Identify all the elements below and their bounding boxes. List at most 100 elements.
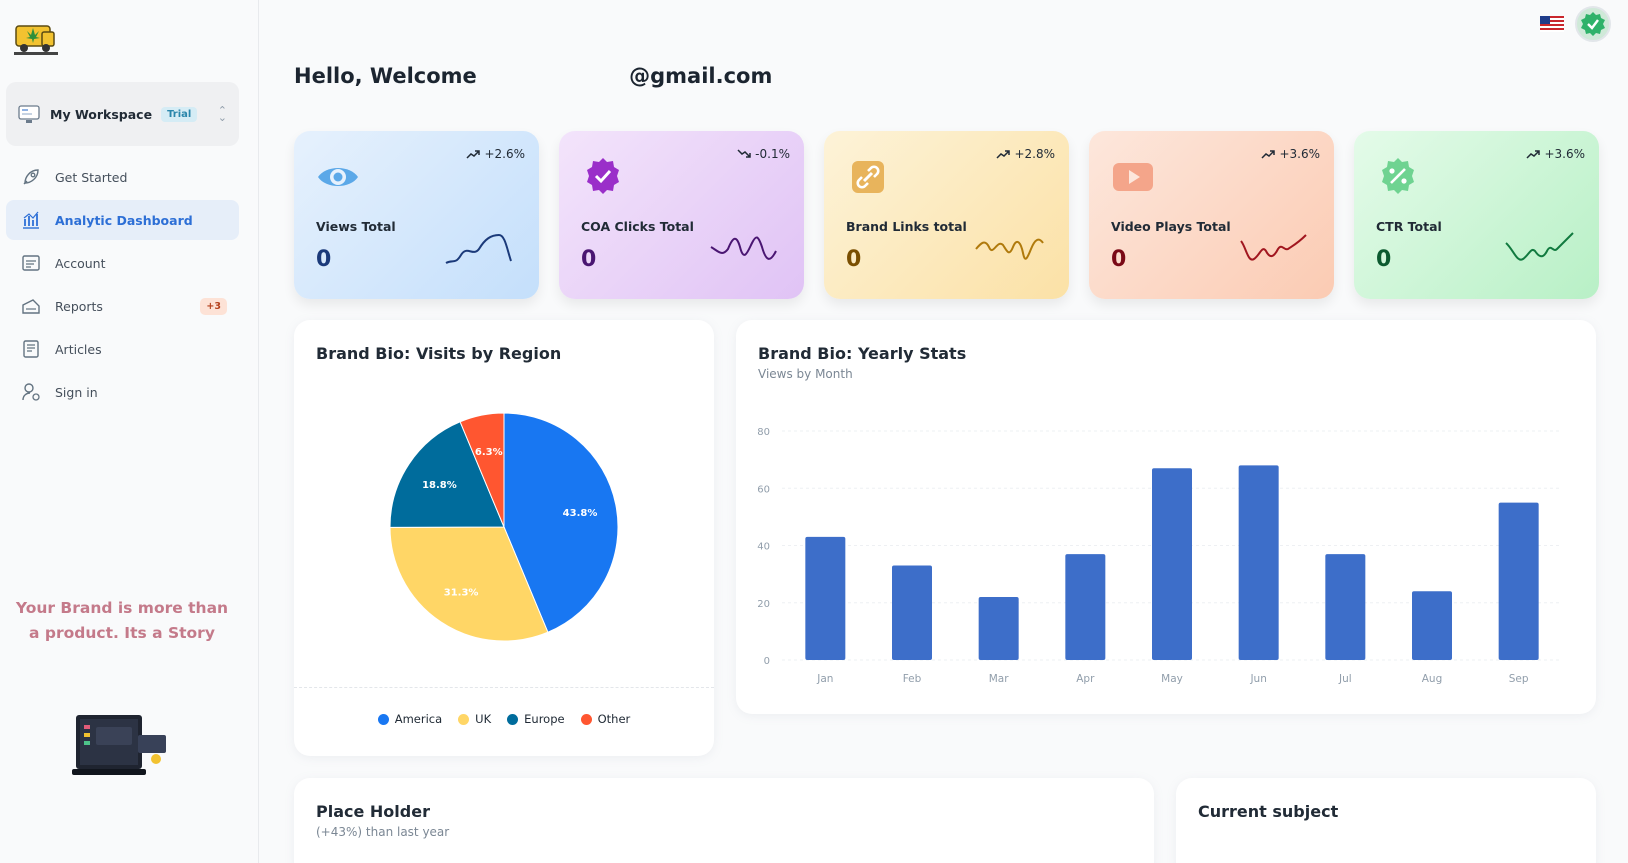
workspace-icon xyxy=(18,105,40,123)
card-value: 0 xyxy=(316,247,332,272)
bar-mar[interactable] xyxy=(978,597,1019,660)
stat-card-coa-clicks: -0.1% COA Clicks Total 0 xyxy=(559,131,804,299)
legend-item-uk[interactable]: UK xyxy=(458,712,491,726)
reports-icon xyxy=(20,295,42,317)
legend-item-america[interactable]: America xyxy=(377,712,443,726)
x-tick-label: Jun xyxy=(1249,673,1266,685)
card-value: 0 xyxy=(1376,247,1392,272)
sidebar-item-account[interactable]: Account xyxy=(6,243,239,283)
trend-indicator: +2.6% xyxy=(466,147,525,161)
sidebar-item-reports[interactable]: Reports +3 xyxy=(6,286,239,326)
sidebar-item-analytic-dashboard[interactable]: Analytic Dashboard xyxy=(6,200,239,240)
x-tick-label: Jan xyxy=(816,673,833,685)
pie-data-label: 18.8% xyxy=(422,480,457,491)
stat-card-brand-links: +2.8% Brand Links total 0 xyxy=(824,131,1069,299)
logo[interactable] xyxy=(12,14,60,56)
card-title: Views Total xyxy=(316,219,396,234)
account-icon xyxy=(20,252,42,274)
bar-sep[interactable] xyxy=(1498,502,1539,660)
card-title: Brand Links total xyxy=(846,219,967,234)
reports-count-badge: +3 xyxy=(200,297,227,315)
bar-jun[interactable] xyxy=(1238,465,1279,660)
greeting-text: Hello, Welcome xyxy=(294,64,477,88)
workspace-switcher[interactable]: My Workspace Trial ⌃ ⌄ xyxy=(6,82,239,146)
sidebar-item-get-started[interactable]: Get Started xyxy=(6,157,239,197)
trend-up-icon xyxy=(996,150,1011,159)
chevron-updown-icon: ⌃ ⌄ xyxy=(217,104,227,124)
sparkline xyxy=(445,233,512,264)
region-panel: Brand Bio: Visits by Region 43.8% 31.3% 18… xyxy=(294,320,714,756)
card-title: CTR Total xyxy=(1376,219,1442,234)
stat-card-views: +2.6% Views Total 0 xyxy=(294,131,539,299)
sparkline xyxy=(710,236,777,260)
sparkline xyxy=(975,238,1044,260)
x-tick-label: Mar xyxy=(989,673,1009,685)
pie-slice-america[interactable] xyxy=(503,412,619,633)
bar-apr[interactable] xyxy=(1065,554,1106,660)
sidebar-item-label: Sign in xyxy=(55,384,98,400)
legend-dot xyxy=(458,713,470,725)
pie-chart: 43.8% 31.3% 18.8% 6.3% xyxy=(389,412,619,642)
us-flag-icon[interactable] xyxy=(1540,16,1564,32)
play-icon xyxy=(1113,163,1153,191)
card-value: 0 xyxy=(581,247,597,272)
legend-dot xyxy=(377,713,389,725)
link-icon xyxy=(852,161,884,193)
legend-item-other[interactable]: Other xyxy=(580,712,631,726)
card-value: 0 xyxy=(1111,247,1127,272)
y-tick-label: 20 xyxy=(757,599,770,610)
panel-title: Place Holder xyxy=(316,802,430,821)
email-domain: @gmail.com xyxy=(629,64,773,88)
verified-check-icon xyxy=(1581,12,1605,36)
x-tick-label: Aug xyxy=(1422,673,1443,685)
chart-legend: America UK Europe Other xyxy=(294,712,714,726)
card-value: 0 xyxy=(846,247,862,272)
sidebar-item-sign-in[interactable]: Sign in xyxy=(6,372,239,412)
sparkline xyxy=(1240,234,1307,261)
pie-slice-other[interactable] xyxy=(459,412,505,528)
bar-jul[interactable] xyxy=(1325,554,1366,660)
legend-label: Other xyxy=(597,712,631,726)
trend-indicator: +3.6% xyxy=(1261,147,1320,161)
sidebar-item-label: Account xyxy=(55,255,106,271)
x-tick-label: Jul xyxy=(1338,673,1352,685)
bar-may[interactable] xyxy=(1152,468,1192,660)
trend-down-icon xyxy=(737,149,751,158)
legend-label: Europe xyxy=(524,712,565,726)
legend-label: America xyxy=(394,712,443,726)
panel-title: Brand Bio: Visits by Region xyxy=(316,344,562,363)
sidebar-item-articles[interactable]: Articles xyxy=(6,329,239,369)
y-tick-label: 40 xyxy=(757,542,770,553)
x-tick-label: May xyxy=(1161,673,1183,685)
current-subject-panel: Current subject xyxy=(1176,778,1596,863)
trend-indicator: -0.1% xyxy=(737,147,790,161)
legend-label: UK xyxy=(475,712,492,726)
sidebar-nav: Get Started Analytic Dashboard Account R… xyxy=(6,157,239,415)
sidebar-item-label: Get Started xyxy=(55,169,128,185)
sidebar-item-label: Articles xyxy=(55,341,102,357)
pie-slice-uk[interactable] xyxy=(389,526,549,642)
rocket-icon xyxy=(20,166,42,188)
trend-value: +3.6% xyxy=(1279,147,1320,161)
trend-value: +3.6% xyxy=(1544,147,1585,161)
laptop-illustration xyxy=(72,715,166,775)
bar-aug[interactable] xyxy=(1412,591,1452,660)
legend-item-europe[interactable]: Europe xyxy=(507,712,565,726)
y-tick-label: 80 xyxy=(757,427,770,438)
articles-icon xyxy=(20,338,42,360)
legend-dot xyxy=(507,713,519,725)
card-title: COA Clicks Total xyxy=(581,219,694,234)
pie-slice-europe[interactable] xyxy=(389,421,505,528)
bar-feb[interactable] xyxy=(892,565,932,660)
bar-jan[interactable] xyxy=(805,536,846,660)
brand-tagline: Your Brand is more than a product. Its a… xyxy=(15,599,229,642)
trend-up-icon xyxy=(1261,150,1276,159)
eye-icon xyxy=(318,168,358,186)
divider xyxy=(294,687,714,688)
pie-data-label: 43.8% xyxy=(563,508,598,519)
yearly-panel: Brand Bio: Yearly Stats Views by Month 0… xyxy=(736,320,1596,714)
verified-badge-icon xyxy=(587,158,619,194)
avatar[interactable] xyxy=(1575,6,1611,42)
trend-value: -0.1% xyxy=(755,147,790,161)
card-title: Video Plays Total xyxy=(1111,219,1231,234)
